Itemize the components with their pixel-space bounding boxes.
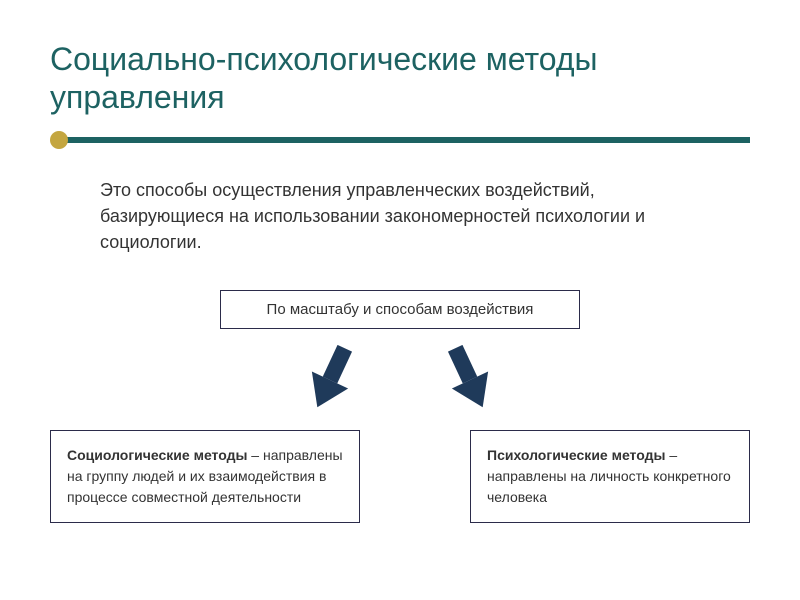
psychological-methods-box: Психологические методы – направлены на л… [470,430,750,523]
divider-line [59,137,750,143]
divider-bullet [50,131,68,149]
slide-container: Социально-психологические методы управле… [0,0,800,600]
sociological-methods-box: Социологические методы – направлены на г… [50,430,360,523]
arrow-left-icon [305,345,355,420]
right-box-bold: Психологические методы [487,447,665,463]
slide-subtitle: Это способы осуществления управленческих… [100,177,720,255]
slide-title: Социально-психологические методы управле… [50,40,750,117]
left-box-bold: Социологические методы [67,447,247,463]
top-classification-box: По масштабу и способам воздействия [220,290,580,329]
bottom-boxes-row: Социологические методы – направлены на г… [50,430,750,523]
arrow-right-icon [445,345,495,420]
title-divider [50,131,750,149]
diagram-container: По масштабу и способам воздействия Социо… [50,290,750,590]
